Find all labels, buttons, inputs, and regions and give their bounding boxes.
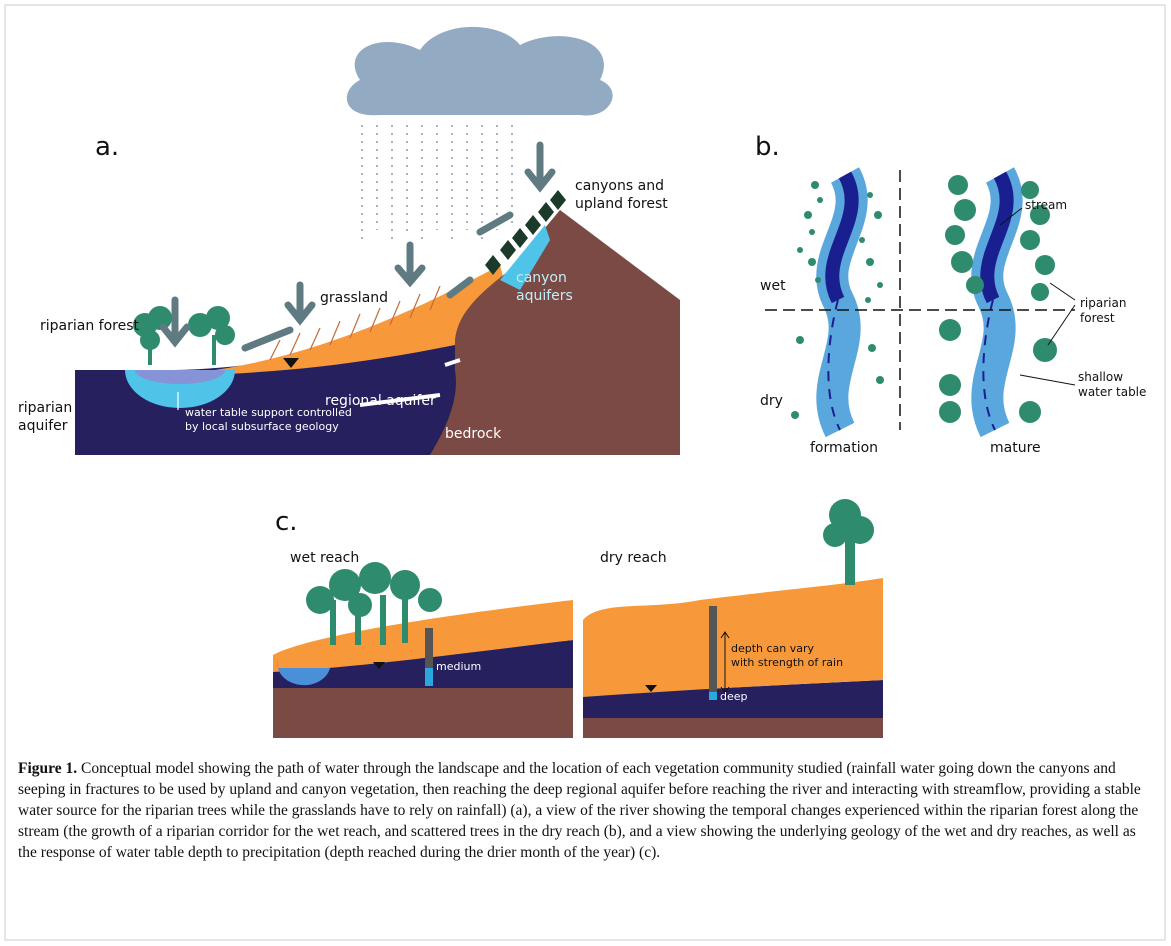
annotation: with strength of rain (731, 656, 843, 669)
panel-c-drawing (273, 499, 883, 738)
annotation: grassland (320, 290, 388, 306)
caption-label: Figure 1. (18, 760, 78, 777)
annotation: by local subsurface geology (185, 420, 339, 433)
annotation: shallow (1078, 370, 1123, 384)
annotation: canyon (516, 270, 567, 286)
panel-b-drawing (765, 167, 1076, 438)
annotation: bedrock (445, 426, 502, 442)
annotation: riparian forest (40, 318, 140, 334)
caption-text: Conceptual model showing the path of wat… (18, 760, 1141, 861)
annotation: wet reach (290, 550, 359, 566)
annotation: riparian (18, 400, 72, 416)
annotation: aquifers (516, 288, 573, 304)
annotation: depth can vary (731, 642, 815, 655)
panel-a-drawing (75, 26, 680, 455)
caption: Figure 1. Conceptual model showing the p… (18, 758, 1153, 863)
annotation: deep (720, 690, 748, 703)
annotation: water table support controlled (185, 406, 352, 419)
annotation: mature (990, 440, 1041, 456)
annotation: formation (810, 440, 878, 456)
annotation: medium (436, 660, 481, 673)
annotation: aquifer (18, 418, 68, 434)
frame (4, 4, 1166, 941)
annotation: upland forest (575, 196, 668, 212)
annotation: regional aquifer (325, 393, 436, 409)
panel-label: a. (95, 132, 119, 162)
annotation: riparian (1080, 296, 1126, 310)
annotation: dry (760, 393, 783, 409)
annotation: water table (1078, 385, 1146, 399)
panel-label: b. (755, 132, 780, 162)
annotation: stream (1025, 198, 1067, 212)
annotation: canyons and (575, 178, 664, 194)
annotation: forest (1080, 311, 1115, 325)
annotation: dry reach (600, 550, 667, 566)
panel-label: c. (275, 507, 298, 537)
annotation: wet (760, 278, 786, 294)
